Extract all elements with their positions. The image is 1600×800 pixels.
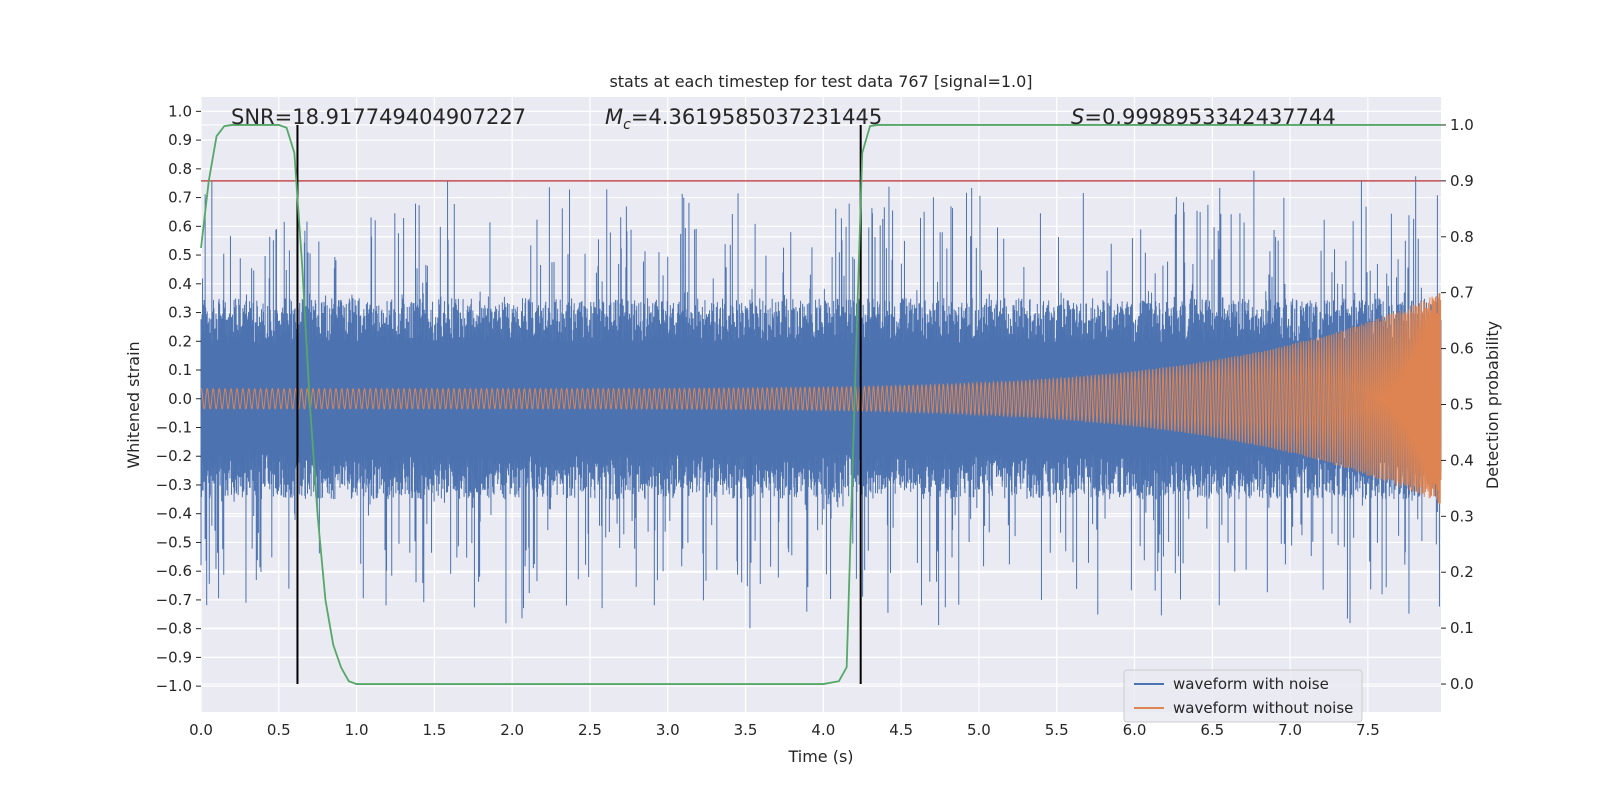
y-axis-right-label: Detection probability — [1483, 321, 1502, 489]
y-tick-label: −1.0 — [156, 677, 192, 695]
x-tick-label: 3.0 — [656, 721, 680, 739]
x-tick-label: 2.5 — [578, 721, 602, 739]
y-right-tick-label: 0.3 — [1450, 507, 1474, 525]
chirp-mass-symbol: M — [605, 105, 623, 129]
legend-label-noise: waveform with noise — [1173, 675, 1329, 693]
y-right-tick-label: 1.0 — [1450, 116, 1474, 134]
y-right-tick-label: 0.2 — [1450, 563, 1474, 581]
legend-label-clean: waveform without noise — [1173, 699, 1353, 717]
x-tick-label: 5.0 — [967, 721, 991, 739]
x-tick-label: 6.5 — [1200, 721, 1224, 739]
detection-probability-line — [200, 124, 1441, 685]
clean-waveform-trace — [200, 293, 1442, 505]
series-waveform-without-noise — [200, 293, 1442, 505]
y-tick-label: −0.9 — [156, 648, 192, 666]
y-right-tick-label: 0.6 — [1450, 340, 1474, 358]
y-axis-label: Whitened strain — [124, 341, 143, 468]
x-tick-label: 1.0 — [345, 721, 369, 739]
y-tick-label: −0.3 — [156, 476, 192, 494]
y-tick-label: 0.2 — [168, 332, 192, 350]
series-detection-probability — [200, 124, 1441, 685]
y-tick-label: 0.4 — [168, 275, 192, 293]
x-tick-label: 4.0 — [811, 721, 835, 739]
x-tick-label: 0.5 — [267, 721, 291, 739]
score-annotation: S=0.9998953342437744 — [1071, 105, 1336, 129]
x-tick-label: 0.0 — [189, 721, 213, 739]
y-tick-label: −0.2 — [156, 447, 192, 465]
y-tick-label: −0.8 — [156, 620, 192, 638]
snr-annotation: SNR=18.917749404907227 — [231, 105, 526, 129]
x-tick-label: 6.0 — [1123, 721, 1147, 739]
axis-ticks: 0.0 0.5 1.0 1.5 2.0 2.5 3.0 3.5 4.0 4.5 5.0 5.5 6.0 6… — [156, 102, 1474, 739]
y-right-tick-label: 0.7 — [1450, 284, 1474, 302]
y-right-tick-label: 0.8 — [1450, 228, 1474, 246]
y-right-tick-label: 0.9 — [1450, 172, 1474, 190]
y-tick-label: 0.3 — [168, 304, 192, 322]
chirp-mass-value: =4.3619585037231445 — [631, 105, 882, 129]
y-right-tick-label: 0.0 — [1450, 675, 1474, 693]
chirp-mass-subscript: c — [623, 117, 631, 133]
y-tick-label: −0.1 — [156, 418, 192, 436]
y-right-tick-label: 0.1 — [1450, 619, 1474, 637]
x-tick-label: 4.5 — [889, 721, 913, 739]
chart-title: stats at each timestep for test data 767… — [609, 72, 1032, 91]
x-axis-label: Time (s) — [787, 747, 853, 766]
y-tick-label: 0.5 — [168, 246, 192, 264]
y-tick-label: 0.0 — [168, 390, 192, 408]
y-tick-label: 0.7 — [168, 189, 192, 207]
y-tick-label: 0.6 — [168, 217, 192, 235]
y-right-tick-label: 0.4 — [1450, 451, 1474, 469]
legend: waveform with noise waveform without noi… — [1123, 669, 1363, 723]
score-symbol: S — [1071, 105, 1084, 129]
y-right-tick-label: 0.5 — [1450, 396, 1474, 414]
score-value: =0.9998953342437744 — [1084, 105, 1335, 129]
chirp-mass-annotation: Mc=4.3619585037231445 — [605, 105, 882, 133]
x-tick-label: 3.5 — [734, 721, 758, 739]
x-tick-label: 7.5 — [1356, 721, 1380, 739]
y-tick-label: 1.0 — [168, 102, 192, 120]
y-tick-label: 0.8 — [168, 160, 192, 178]
y-tick-label: −0.4 — [156, 505, 192, 523]
x-tick-label: 1.5 — [422, 721, 446, 739]
y-tick-label: −0.5 — [156, 533, 192, 551]
x-tick-label: 7.0 — [1278, 721, 1302, 739]
x-tick-label: 5.5 — [1045, 721, 1069, 739]
y-tick-label: −0.7 — [156, 591, 192, 609]
y-tick-label: −0.6 — [156, 562, 192, 580]
legend-box — [1123, 669, 1363, 723]
y-tick-label: 0.9 — [168, 131, 192, 149]
x-tick-label: 2.0 — [500, 721, 524, 739]
y-tick-label: 0.1 — [168, 361, 192, 379]
